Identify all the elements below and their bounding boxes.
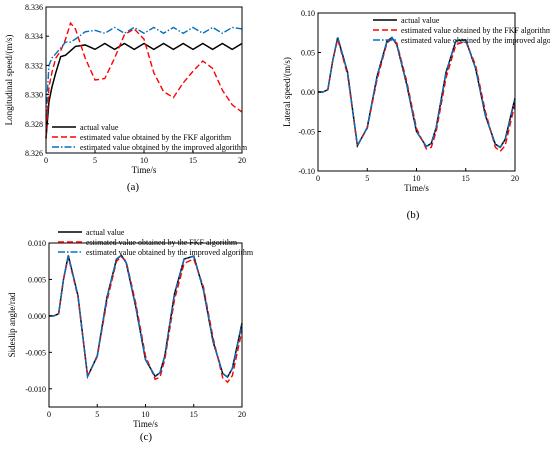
panel-label: (b)	[407, 209, 420, 221]
series-line-a-0	[45, 42, 243, 139]
y-tick-label: 8.336	[25, 3, 43, 12]
y-axis-label: Longitudinal speed/(m/s)	[4, 35, 14, 126]
y-tick-label: 8.330	[25, 91, 43, 100]
x-tick-label: 15	[189, 156, 197, 165]
series-line-a-1	[45, 21, 243, 139]
y-tick-label: 8.326	[25, 149, 43, 158]
chart-c: 0 5 10 15 20 -0.010 -0.005 0.000 0.005 0.010 Time/…	[7, 228, 254, 443]
legend-entry: estimated value obtained by the improved…	[80, 143, 248, 152]
x-tick-label: 10	[140, 156, 148, 165]
legend-entry: estimated value obtained by the FKF algo…	[401, 26, 550, 35]
chart-a: 0 5 10 15 20 8.326 8.328 8.330 8.332 8.334 8.336 Ti…	[4, 3, 248, 193]
x-tick-label: 10	[142, 410, 150, 419]
y-tick-label: 8.334	[25, 32, 43, 41]
y-tick-label: -0.010	[25, 385, 46, 394]
legend-entry: estimated value obtained by the FKF algo…	[80, 133, 232, 142]
x-axis-label: Time/s	[133, 419, 158, 429]
y-tick-label: -0.005	[25, 348, 46, 357]
panel-label: (a)	[127, 181, 140, 193]
y-axis-label: Lateral speed/(m/s)	[282, 57, 292, 127]
legend-entry: estimated value obtained by the improved…	[401, 36, 550, 45]
y-tick-label: 0.000	[28, 312, 46, 321]
series-line-c-1	[49, 255, 243, 384]
series-line-b-1	[318, 38, 516, 153]
y-axis-label: Sideslip angle/rad	[7, 292, 17, 357]
legend-entry: actual value	[401, 16, 440, 25]
x-tick-label: 20	[238, 410, 246, 419]
series-line-b-0	[318, 36, 516, 149]
y-tick-label: 0.00	[301, 88, 315, 97]
x-tick-label: 0	[316, 174, 320, 183]
legend-entry: actual value	[80, 123, 119, 132]
x-tick-label: 15	[462, 174, 470, 183]
y-tick-label: 0.05	[301, 49, 315, 58]
series-line-b-2	[318, 36, 516, 149]
legend-entry: estimated value obtained by the FKF algo…	[86, 238, 238, 247]
x-axis-label: Time/s	[404, 183, 429, 193]
y-tick-label: -0.10	[298, 167, 315, 176]
plot-frame-c	[48, 242, 243, 408]
x-tick-label: 15	[190, 410, 198, 419]
x-tick-label: 10	[413, 174, 421, 183]
x-tick-label: 0	[44, 156, 48, 165]
x-tick-label: 5	[365, 174, 369, 183]
y-tick-label: 0.010	[28, 239, 46, 248]
series-line-c-2	[49, 254, 243, 379]
x-tick-label: 20	[238, 156, 246, 165]
x-tick-label: 5	[95, 410, 99, 419]
x-tick-label: 20	[511, 174, 519, 183]
legend-entry: estimated value obtained by the improved…	[86, 248, 254, 257]
x-tick-label: 0	[47, 410, 51, 419]
y-tick-label: 0.005	[28, 275, 46, 284]
y-tick-label: -0.05	[298, 128, 315, 137]
y-tick-label: 0.10	[301, 9, 315, 18]
chart-b: 0 5 10 15 20 -0.10 -0.05 0.00 0.05 0.10 Time/s Late…	[282, 9, 550, 221]
x-axis-label: Time/s	[132, 165, 157, 175]
x-tick-label: 5	[93, 156, 97, 165]
panel-label: (c)	[140, 431, 153, 443]
y-tick-label: 8.332	[25, 61, 43, 70]
series-line-a-2	[45, 26, 243, 117]
y-tick-label: 8.328	[25, 120, 43, 129]
legend-entry: actual value	[86, 228, 125, 237]
